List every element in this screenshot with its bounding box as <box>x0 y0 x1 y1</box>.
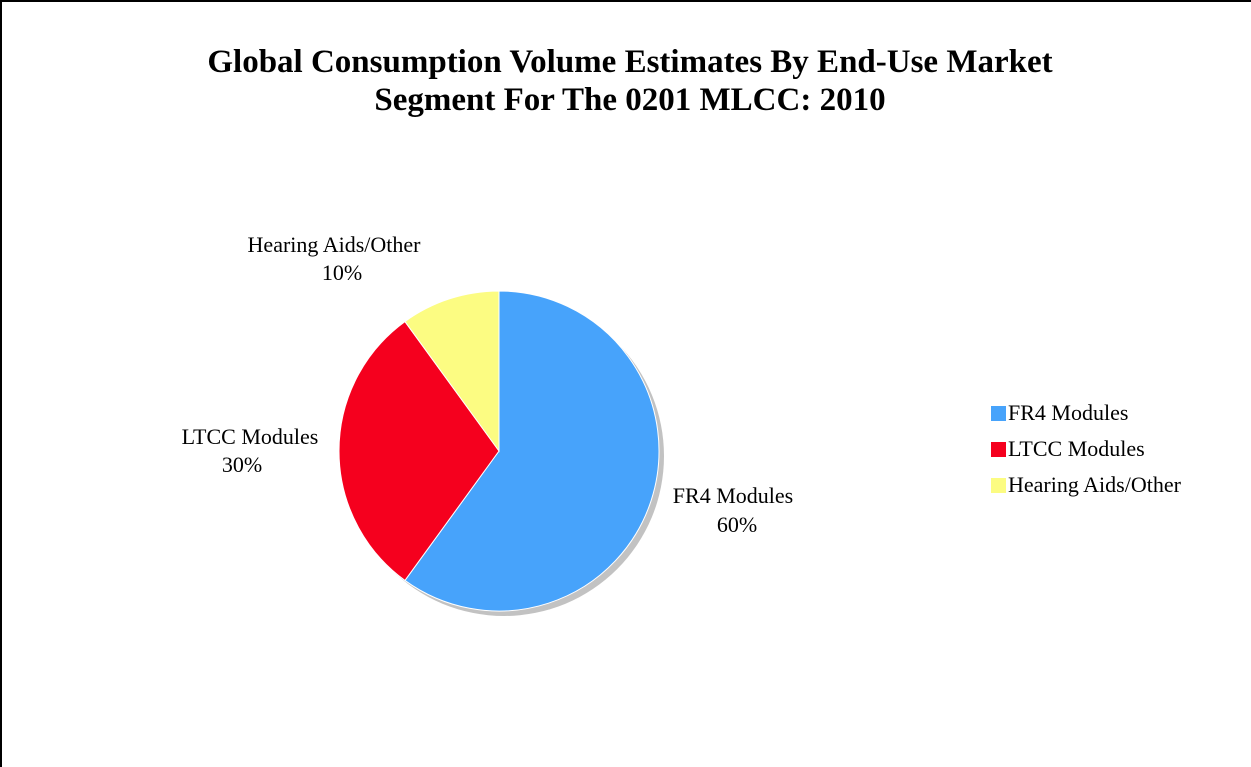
slice-label-ltcc: LTCC Modules 30% <box>182 424 319 477</box>
pie-slice-ltcc-modules <box>338 320 500 582</box>
legend-label-ltcc: LTCC Modules <box>1008 436 1145 461</box>
legend-swatch-fr4 <box>991 406 1006 421</box>
pie-slices <box>338 290 660 612</box>
legend-swatch-hearing-aids <box>991 478 1006 493</box>
legend-swatch-ltcc <box>991 442 1006 457</box>
legend: FR4 Modules LTCC Modules Hearing Aids/Ot… <box>991 400 1182 497</box>
pie-slice-fr4-modules <box>404 290 660 612</box>
pie-slice-hearing-aids-other <box>404 290 500 453</box>
slice-label-fr4: FR4 Modules 60% <box>673 483 793 537</box>
legend-label-fr4: FR4 Modules <box>1008 400 1128 425</box>
slice-label-fr4-value: 60% <box>717 512 757 537</box>
slice-label-fr4-name: FR4 Modules <box>673 483 793 508</box>
slice-label-ltcc-name: LTCC Modules <box>182 424 319 449</box>
chart-title-line-2: Segment For The 0201 MLCC: 2010 <box>374 82 885 118</box>
slice-label-hearing-aids: Hearing Aids/Other 10% <box>248 232 422 285</box>
slice-label-hearing-aids-name: Hearing Aids/Other <box>248 232 422 257</box>
legend-label-hearing-aids: Hearing Aids/Other <box>1008 472 1182 497</box>
chart-title-line-1: Global Consumption Volume Estimates By E… <box>207 44 1052 80</box>
slice-label-ltcc-value: 30% <box>222 452 262 477</box>
slice-label-hearing-aids-value: 10% <box>322 260 362 285</box>
